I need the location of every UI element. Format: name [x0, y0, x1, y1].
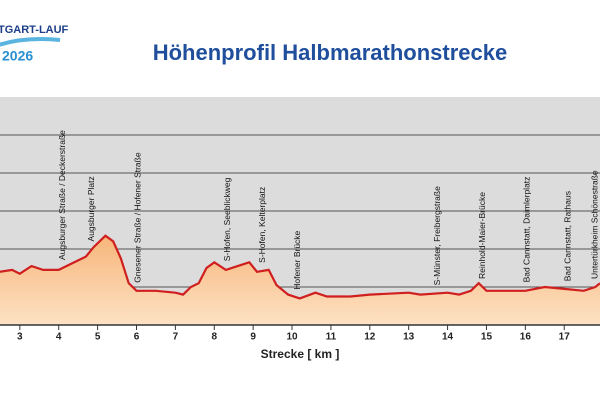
- annotation: Gnesener Straße / Hofener Straße: [133, 152, 143, 283]
- x-tick-label: 3: [17, 332, 23, 343]
- annotation: Bad Cannstatt, Daimlerplatz: [522, 177, 532, 283]
- x-tick-label: 14: [442, 332, 454, 343]
- chart-title: Höhenprofil Halbmarathonstrecke: [153, 40, 508, 65]
- x-tick-label: 4: [56, 332, 62, 343]
- x-tick-label: 7: [173, 332, 179, 343]
- annotation: Untertürkheim Schönestraße: [590, 170, 600, 279]
- x-tick-label: 11: [326, 332, 337, 343]
- annotation: Augsburger Platz: [86, 176, 96, 241]
- x-tick-label: 13: [403, 332, 415, 343]
- elevation-area: [0, 235, 600, 325]
- logo-name: TGART-LAUF: [0, 24, 69, 36]
- annotation: S-Hofen, Kelterplatz: [257, 187, 267, 263]
- logo-swoosh: [0, 37, 61, 47]
- x-tick-label: 16: [520, 332, 532, 343]
- x-tick-label: 15: [481, 332, 493, 343]
- annotation: S-Hofen, Seeblickweg: [222, 177, 232, 261]
- x-tick-label: 5: [95, 332, 101, 343]
- logo-year: 2026: [2, 48, 33, 64]
- x-tick-label: 17: [559, 332, 571, 343]
- elevation-line: [0, 234, 600, 300]
- x-tick-label: 9: [250, 332, 256, 343]
- annotation: Augsburger Straße / Deckerstraße: [57, 130, 67, 260]
- x-tick-label: 10: [286, 332, 298, 343]
- annotation: S-Münster, Freibergstraße: [432, 186, 442, 285]
- annotation: Hofener Brücke: [292, 230, 302, 289]
- x-axis-title: Strecke [ km ]: [261, 347, 340, 361]
- annotation: Reinhold-Maier-Brücke: [477, 192, 487, 279]
- annotation: Bad Cannstatt, Rathaus: [562, 191, 572, 281]
- x-tick-label: 6: [134, 332, 140, 343]
- x-tick-label: 8: [211, 332, 217, 343]
- x-tick-label: 12: [364, 332, 376, 343]
